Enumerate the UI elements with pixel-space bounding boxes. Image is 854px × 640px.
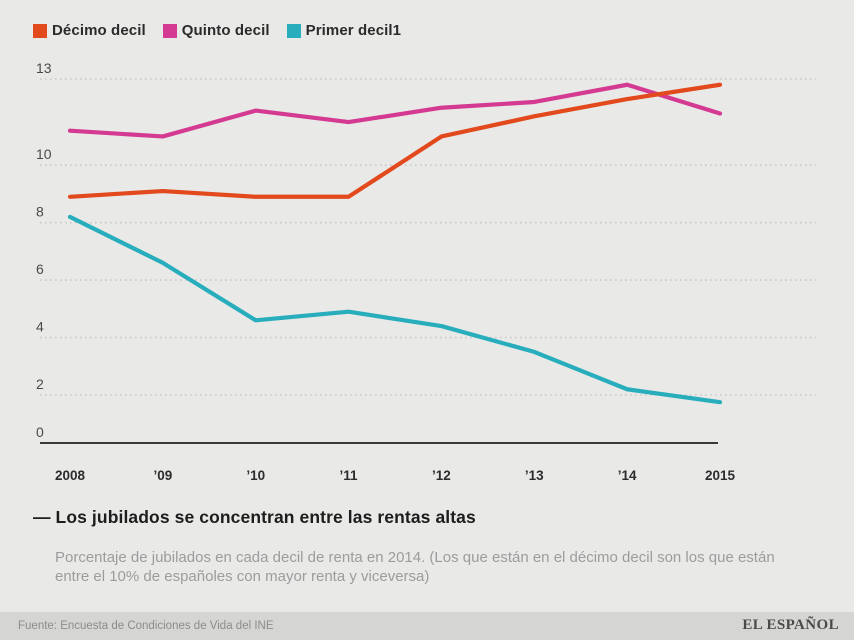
- source-text: Fuente: Encuesta de Condiciones de Vida …: [18, 620, 274, 632]
- y-tick-label-0: 0: [36, 424, 44, 440]
- chart-legend: Décimo decil Quinto decil Primer decil1: [33, 22, 401, 39]
- x-tick-label-0: 2008: [55, 468, 86, 483]
- legend-label-decimo: Décimo decil: [52, 22, 146, 39]
- x-tick-label-7: 2015: [705, 468, 736, 483]
- y-tick-label-8: 8: [36, 204, 44, 220]
- legend-swatch-decimo-icon: [33, 23, 47, 38]
- y-tick-label-2: 2: [36, 376, 44, 392]
- legend-label-primer: Primer decil1: [305, 22, 402, 39]
- chart-subtitle: Porcentaje de jubilados en cada decil de…: [55, 549, 775, 585]
- x-tick-label-6: ’14: [618, 468, 637, 483]
- series-line-1: [67, 82, 723, 139]
- series-line-0: [67, 82, 723, 199]
- x-tick-label-3: ’11: [340, 468, 359, 483]
- legend-item-quinto-decil: Quinto decil: [162, 22, 270, 39]
- brand-logo: EL ESPAÑOL: [742, 617, 839, 633]
- chart-headline: — Los jubilados se concentran entre las …: [33, 507, 476, 527]
- y-tick-label-6: 6: [36, 261, 44, 277]
- x-tick-label-4: ’12: [432, 468, 451, 483]
- legend-label-quinto: Quinto decil: [181, 22, 270, 39]
- line-chart-plot: 13 10 8 6 4 2 0 2008 ’09 ’10 ’11 ’12 ’13 ’14 2015: [36, 60, 816, 483]
- legend-swatch-quinto-icon: [162, 23, 177, 38]
- x-tick-label-5: ’13: [525, 468, 544, 483]
- legend-item-decimo-decil: Décimo decil: [33, 22, 146, 39]
- series-line-2: [67, 214, 723, 405]
- y-tick-label-10: 10: [36, 146, 52, 162]
- footer-bar: Fuente: Encuesta de Condiciones de Vida …: [0, 612, 854, 640]
- y-tick-label-13: 13: [36, 60, 52, 76]
- legend-item-primer-decil: Primer decil1: [286, 22, 402, 39]
- x-tick-label-2: ’10: [246, 468, 265, 483]
- legend-swatch-primer-icon: [286, 23, 301, 38]
- y-tick-label-4: 4: [36, 319, 44, 335]
- x-tick-label-1: ’09: [153, 468, 172, 483]
